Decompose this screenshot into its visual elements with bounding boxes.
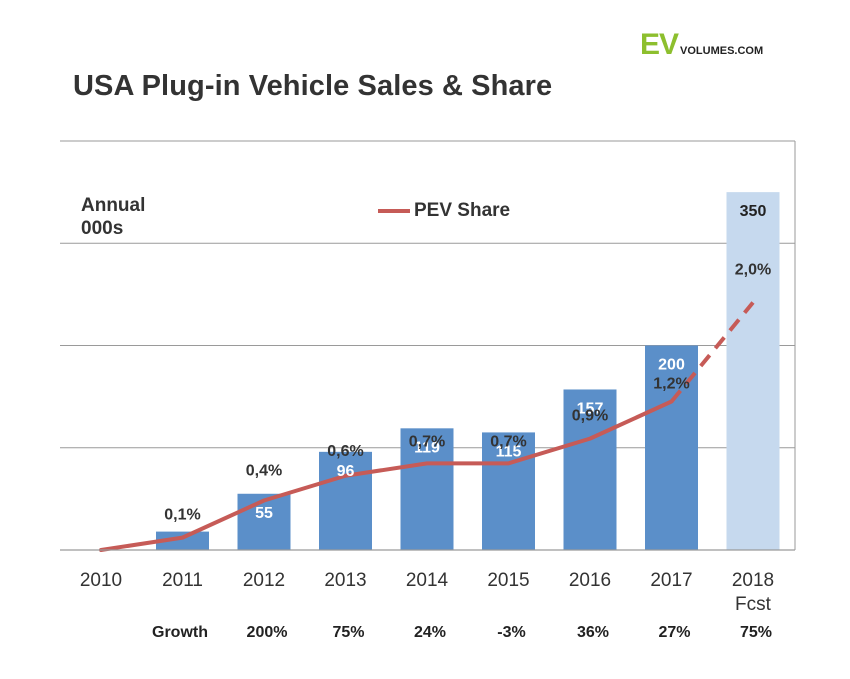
x-axis: 2010 2011 2012 2013 2014 2015 2016 2017 2018 Fcst (60, 549, 795, 615)
share-line (99, 301, 755, 552)
bar-2013 (319, 451, 372, 550)
bar-2018 (726, 192, 780, 550)
chart-title: USA Plug-in Vehicle Sales & Share (73, 70, 553, 102)
share-label: 0,1% (164, 507, 200, 524)
data-labels: 55 96 119 115 157 200 350 0,1% 0,4% 0,6% 0,7% 0,7% 0… (164, 203, 771, 524)
x-tick-label: 2017 (650, 570, 692, 591)
bar-value-label: 96 (337, 463, 355, 480)
bar-2011 (156, 531, 209, 550)
growth-value: 75% (332, 624, 365, 641)
x-tick-label: 2014 (406, 570, 449, 591)
bar-value-label: 157 (577, 400, 604, 417)
x-tick-label: 2018 (732, 570, 774, 591)
legend-label: PEV Share (414, 200, 511, 221)
x-tick-label: 2013 (324, 570, 366, 591)
growth-value: 27% (658, 624, 691, 641)
units-line-2: 000s (81, 218, 124, 239)
bar-2015 (482, 432, 535, 550)
growth-value: -3% (497, 624, 526, 641)
logo-ev: EV (640, 28, 679, 61)
x-tick-sublabel: Fcst (735, 594, 772, 615)
share-label: 1,2% (653, 376, 689, 393)
units-label: Annual 000s (81, 194, 145, 240)
bar-value-label: 350 (740, 203, 767, 220)
bar-value-label: 200 (658, 357, 685, 374)
growth-value: 200% (246, 624, 288, 641)
growth-value: 75% (739, 624, 773, 641)
evvolumes-logo: EV VOLUMES.COM (640, 30, 763, 60)
share-label: 0,7% (490, 433, 526, 450)
x-tick-label: 2011 (162, 570, 203, 591)
growth-row: Growth 200% 75% 24% -3% 36% 27% 75% (0, 624, 850, 646)
x-tick-label: 2015 (487, 570, 529, 591)
growth-label: Growth (152, 624, 208, 641)
x-tick-label: 2012 (243, 570, 285, 591)
bar-value-label: 119 (414, 439, 440, 456)
share-label: 0,4% (246, 463, 282, 480)
bar-value-label: 55 (255, 505, 273, 522)
growth-value: 24% (413, 624, 447, 641)
legend: PEV Share (378, 200, 510, 222)
bar-2014 (400, 428, 454, 550)
share-line-actual (99, 399, 674, 552)
share-label: 0,6% (327, 443, 363, 460)
bars (156, 192, 780, 550)
share-label: 0,7% (409, 433, 445, 450)
units-line-1: Annual (81, 195, 146, 216)
x-tick-label: 2016 (569, 570, 611, 591)
share-label: 2,0% (735, 262, 771, 279)
bar-2012 (237, 493, 291, 550)
share-label: 0,9% (572, 408, 608, 425)
bar-2016 (563, 389, 617, 550)
logo-volumes: VOLUMES.COM (680, 45, 764, 57)
x-tick-label: 2010 (80, 570, 122, 591)
bar-value-label: 115 (496, 443, 522, 460)
growth-value: 36% (576, 624, 610, 641)
legend-line-swatch (378, 209, 410, 213)
